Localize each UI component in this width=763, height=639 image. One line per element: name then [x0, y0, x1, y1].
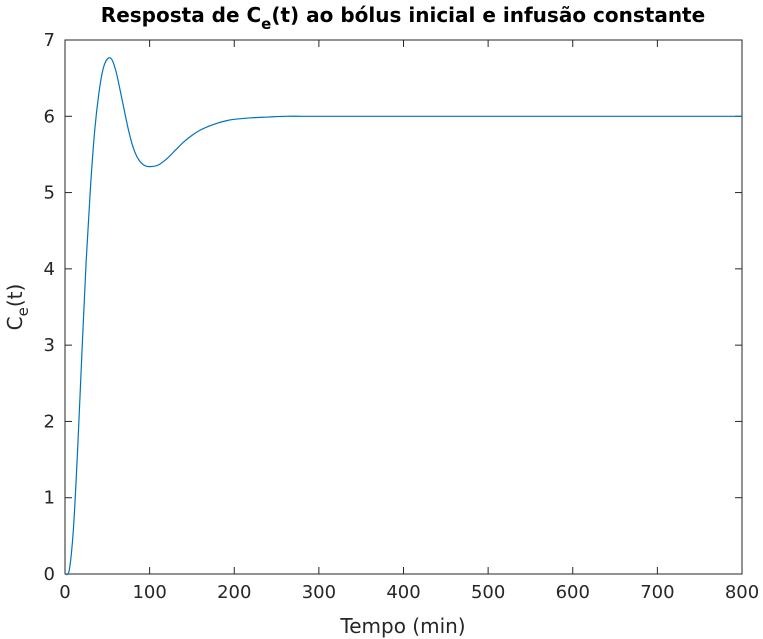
- chart-title: Resposta de Ce(t) ao bólus inicial e inf…: [101, 3, 705, 33]
- x-tick-label: 300: [302, 582, 336, 603]
- series-line-ce: [64, 57, 742, 576]
- x-axis-label: Tempo (min): [339, 614, 465, 638]
- y-tick-label: 7: [44, 30, 55, 51]
- x-tick-label: 400: [386, 582, 420, 603]
- x-tick-label: 600: [556, 582, 590, 603]
- x-tick-label: 500: [471, 582, 505, 603]
- x-tick-label: 100: [132, 582, 166, 603]
- chart-title-subscript: e: [261, 15, 271, 33]
- y-tick-label: 5: [44, 183, 55, 204]
- y-axis-label-post: (t): [3, 284, 27, 307]
- y-axis-label: Ce(t): [3, 284, 32, 331]
- chart-title-pre: Resposta de C: [101, 3, 261, 27]
- x-tick-label: 200: [217, 582, 251, 603]
- x-tick-label: 0: [59, 582, 70, 603]
- x-tick-label: 700: [640, 582, 674, 603]
- x-axis-ticks: 0 100 200 300 400 500 600 700 800: [59, 40, 759, 603]
- y-tick-label: 2: [44, 411, 55, 432]
- plot-area: [64, 39, 743, 575]
- chart-title-post: (t) ao bólus inicial e infusão constante: [271, 3, 705, 27]
- y-tick-label: 3: [44, 335, 55, 356]
- y-axis-label-main: C: [3, 316, 27, 330]
- y-tick-label: 0: [44, 564, 55, 585]
- y-axis-ticks: 0 1 2 3 4 5 6 7: [44, 30, 742, 585]
- y-tick-label: 4: [44, 259, 55, 280]
- y-tick-label: 6: [44, 106, 55, 127]
- y-tick-label: 1: [44, 488, 55, 509]
- x-tick-label: 800: [725, 582, 759, 603]
- y-axis-label-subscript: e: [14, 307, 32, 316]
